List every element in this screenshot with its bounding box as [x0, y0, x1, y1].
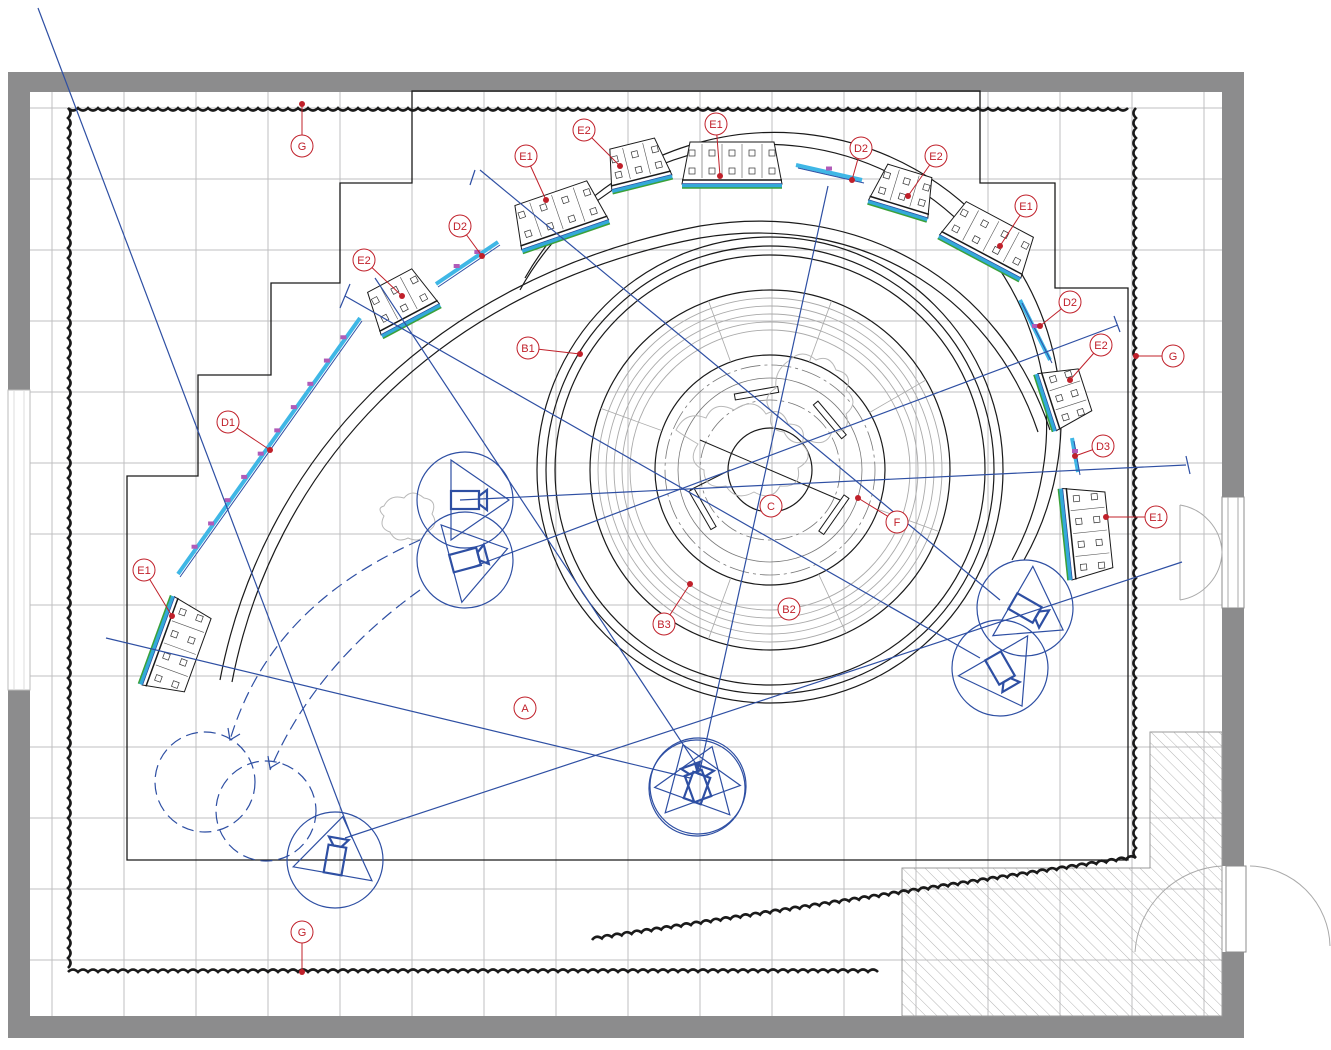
callout-label: D2	[453, 221, 467, 233]
callout-e1-left: E1	[132, 558, 175, 619]
callout-c: C	[759, 494, 783, 518]
outer-arc	[219, 220, 1051, 683]
cabinets	[137, 137, 1114, 693]
callout-label: B1	[521, 343, 534, 355]
hatched-area	[901, 731, 1223, 1017]
callout-label: E1	[709, 119, 722, 131]
callout-label: E2	[929, 151, 942, 163]
callout-e2-b: E2	[572, 118, 623, 169]
camera-icon	[416, 451, 514, 549]
cabinet-icon	[681, 141, 783, 189]
callout-d1: D1	[216, 410, 273, 453]
cameras	[286, 451, 1074, 909]
callout-label: D2	[1063, 297, 1077, 309]
callout-label: D1	[221, 417, 235, 429]
callout-g-top: G	[290, 101, 314, 158]
outer-walls	[8, 72, 1244, 1038]
callout-e2-d: E2	[1067, 333, 1113, 383]
led-panel	[434, 240, 501, 288]
callout-d2-b: D2	[849, 136, 873, 183]
callout-label: D2	[854, 143, 868, 155]
cabinet-icon	[366, 268, 442, 340]
cabinet-icon	[1057, 487, 1114, 581]
camera-icon	[286, 811, 384, 909]
door-icon	[1179, 496, 1245, 609]
callout-a: A	[513, 696, 537, 720]
stage-outline	[126, 90, 1129, 861]
callout-e2-c: E2	[905, 144, 948, 199]
led-panel	[1018, 299, 1053, 364]
callout-label: E2	[577, 125, 590, 137]
callouts: G G G E2 E1 E1 D2 D2 E2 E1 E2 D2 E2 D3 E1 D1 E1 B1 C F B3 B2 A	[132, 101, 1185, 975]
callout-label: E1	[137, 565, 150, 577]
cabinet-icon	[867, 163, 933, 223]
callout-b2: B2	[777, 597, 801, 621]
camera-path	[154, 539, 421, 862]
cabinet-icon	[1033, 368, 1093, 433]
callout-label: A	[521, 703, 529, 715]
cabinet-icon	[137, 595, 212, 693]
callout-e1-d: E1	[1103, 505, 1168, 529]
callout-e2-a: E2	[352, 248, 405, 299]
camera-icon	[976, 559, 1074, 657]
camera-icon	[416, 511, 514, 609]
callout-label: E1	[519, 151, 532, 163]
callout-e1-top: E1	[704, 112, 728, 179]
door-icon	[1134, 865, 1331, 953]
callout-e1-b: E1	[514, 144, 549, 203]
callout-g-bottom: G	[290, 920, 314, 975]
camera-icon	[951, 619, 1049, 717]
callout-f: F	[855, 495, 909, 534]
callout-g-right: G	[1133, 344, 1185, 368]
callout-d3: D3	[1072, 434, 1115, 459]
callout-e1-c: E1	[997, 194, 1038, 249]
callout-label: G	[298, 141, 307, 153]
callout-label: E1	[1019, 201, 1032, 213]
cabinet-icon	[514, 180, 611, 255]
callout-label: F	[894, 517, 901, 529]
callout-b3: B3	[652, 581, 693, 636]
callout-label: E2	[1094, 340, 1107, 352]
callout-label: B2	[782, 604, 795, 616]
curtain	[66, 106, 1138, 974]
camera-icon	[649, 737, 747, 835]
camera-sightlines	[37, 7, 1191, 839]
callout-label: E1	[1149, 512, 1162, 524]
callout-label: C	[767, 501, 775, 513]
callout-label: B3	[657, 619, 670, 631]
window-opening	[7, 389, 31, 691]
camera-icon	[648, 739, 746, 837]
callout-b1: B1	[516, 336, 583, 360]
callout-label: D3	[1096, 441, 1110, 453]
callout-d2-a: D2	[448, 214, 485, 259]
cabinet-icon	[937, 200, 1035, 283]
callout-label: E2	[357, 255, 370, 267]
cabinet-icon	[609, 137, 674, 195]
callout-label: G	[1169, 351, 1178, 363]
callout-d2-c: D2	[1037, 290, 1082, 329]
callout-label: G	[298, 927, 307, 939]
